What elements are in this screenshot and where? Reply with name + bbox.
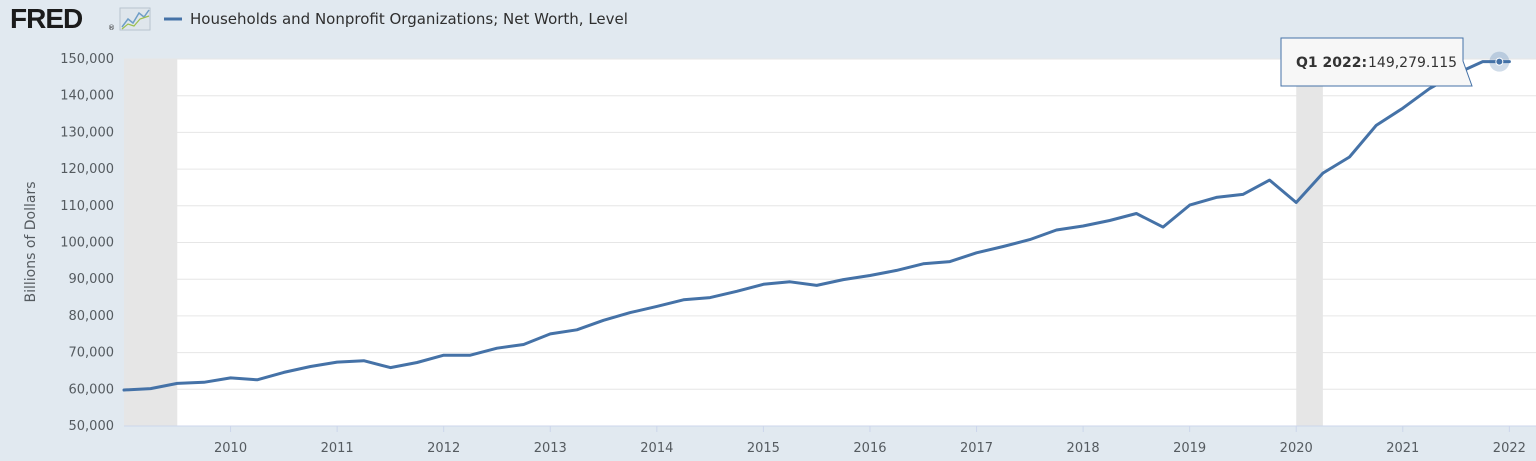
y-tick-label: 70,000	[69, 346, 115, 361]
y-tick-label: 50,000	[69, 419, 115, 434]
x-tick-label: 2014	[640, 441, 673, 456]
x-tick-label: 2021	[1386, 441, 1419, 456]
y-tick-label: 110,000	[60, 199, 114, 214]
x-tick-label: 2015	[747, 441, 780, 456]
x-tick-label: 2020	[1280, 441, 1313, 456]
y-axis-label: Billions of Dollars	[23, 181, 39, 302]
tooltip-label: Q1 2022:	[1296, 55, 1367, 71]
tooltip-box	[1280, 37, 1473, 87]
y-tick-label: 90,000	[69, 272, 115, 287]
x-tick-label: 2016	[853, 441, 886, 456]
x-tick-label: 2011	[321, 441, 354, 456]
tooltip-value: 149,279.115	[1368, 55, 1457, 71]
y-axis: 50,000 60,000 70,000 80,000 90,000 100,000 110…	[60, 52, 114, 434]
trend-line-icon	[119, 7, 151, 31]
x-tick-label: 2012	[427, 441, 460, 456]
x-axis: 2010 2011 2012 2013 2014 2015 2016 2017 2018 2019…	[124, 425, 1536, 456]
x-tick-label: 2017	[960, 441, 993, 456]
fred-logo[interactable]: FRED	[10, 3, 84, 34]
x-tick-label: 2013	[534, 441, 567, 456]
header: FRED ® Households and Nonprofit Organiza…	[10, 3, 628, 34]
y-tick-label: 130,000	[60, 125, 114, 140]
fred-logo-mark: ®	[108, 24, 115, 32]
legend-label[interactable]: Households and Nonprofit Organizations; …	[190, 10, 628, 28]
tooltip: Q1 2022: 149,279.115	[1280, 37, 1473, 87]
series-line[interactable]	[122, 60, 1511, 392]
x-tick-label: 2022	[1493, 441, 1526, 456]
y-tick-label: 120,000	[60, 162, 114, 177]
y-tick-label: 80,000	[69, 309, 115, 324]
y-tick-label: 150,000	[60, 52, 114, 67]
x-tick-label: 2018	[1067, 441, 1100, 456]
y-tick-label: 100,000	[60, 236, 114, 251]
y-tick-label: 60,000	[69, 382, 115, 397]
data-point-marker[interactable]	[1495, 57, 1504, 66]
y-tick-label: 140,000	[60, 89, 114, 104]
x-tick-label: 2019	[1173, 441, 1206, 456]
x-tick-label: 2010	[214, 441, 247, 456]
series-layer	[122, 51, 1511, 392]
